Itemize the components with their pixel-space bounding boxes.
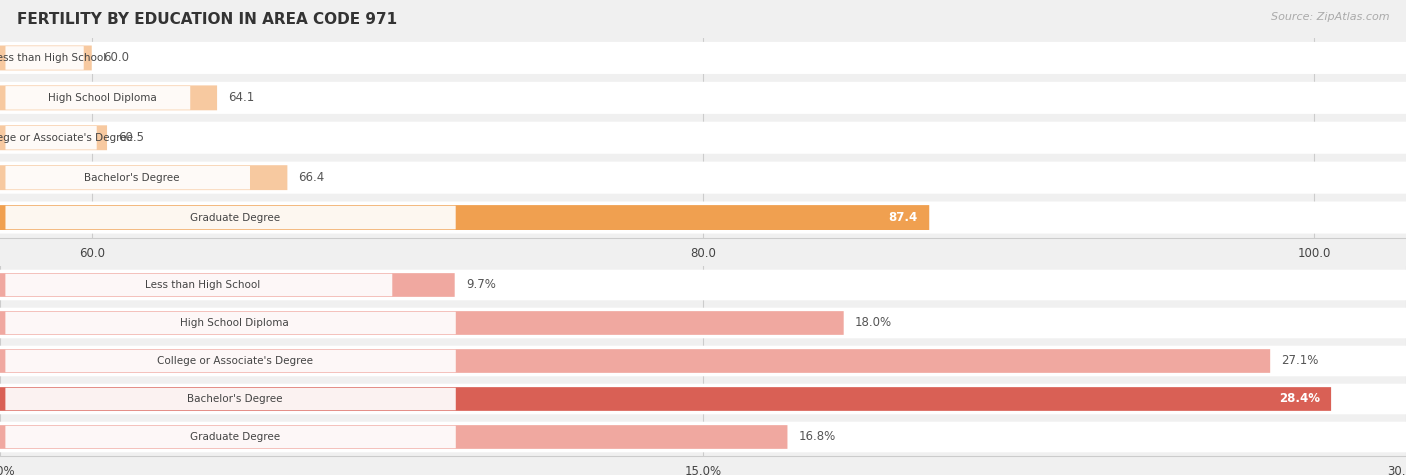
Text: 9.7%: 9.7%	[465, 278, 496, 292]
Text: 60.0: 60.0	[103, 51, 129, 65]
FancyBboxPatch shape	[0, 311, 844, 335]
FancyBboxPatch shape	[0, 201, 1406, 234]
Text: 87.4: 87.4	[889, 211, 918, 224]
FancyBboxPatch shape	[0, 162, 1406, 194]
FancyBboxPatch shape	[0, 273, 454, 297]
FancyBboxPatch shape	[0, 125, 107, 150]
FancyBboxPatch shape	[0, 384, 1406, 414]
Text: College or Associate's Degree: College or Associate's Degree	[0, 133, 134, 143]
FancyBboxPatch shape	[0, 165, 287, 190]
Text: Less than High School: Less than High School	[145, 280, 260, 290]
FancyBboxPatch shape	[0, 425, 787, 449]
FancyBboxPatch shape	[6, 206, 456, 229]
FancyBboxPatch shape	[0, 387, 1331, 411]
Text: College or Associate's Degree: College or Associate's Degree	[157, 356, 312, 366]
FancyBboxPatch shape	[0, 349, 1270, 373]
FancyBboxPatch shape	[0, 86, 217, 110]
FancyBboxPatch shape	[6, 274, 392, 296]
FancyBboxPatch shape	[0, 42, 1406, 74]
Text: 16.8%: 16.8%	[799, 430, 835, 444]
FancyBboxPatch shape	[6, 350, 456, 372]
Text: 66.4: 66.4	[298, 171, 325, 184]
FancyBboxPatch shape	[6, 426, 456, 448]
FancyBboxPatch shape	[0, 46, 91, 70]
Text: Source: ZipAtlas.com: Source: ZipAtlas.com	[1271, 12, 1389, 22]
FancyBboxPatch shape	[0, 346, 1406, 376]
Text: High School Diploma: High School Diploma	[180, 318, 290, 328]
FancyBboxPatch shape	[0, 205, 929, 230]
FancyBboxPatch shape	[0, 270, 1406, 300]
Text: Graduate Degree: Graduate Degree	[190, 212, 280, 223]
Text: Graduate Degree: Graduate Degree	[190, 432, 280, 442]
FancyBboxPatch shape	[6, 46, 84, 70]
FancyBboxPatch shape	[6, 166, 250, 190]
FancyBboxPatch shape	[6, 86, 190, 110]
Text: Less than High School: Less than High School	[0, 53, 107, 63]
FancyBboxPatch shape	[6, 312, 456, 334]
Text: 27.1%: 27.1%	[1281, 354, 1319, 368]
FancyBboxPatch shape	[6, 388, 456, 410]
Text: High School Diploma: High School Diploma	[48, 93, 156, 103]
FancyBboxPatch shape	[6, 126, 97, 150]
Text: FERTILITY BY EDUCATION IN AREA CODE 971: FERTILITY BY EDUCATION IN AREA CODE 971	[17, 12, 396, 27]
FancyBboxPatch shape	[0, 308, 1406, 338]
Text: 60.5: 60.5	[118, 131, 145, 144]
Text: 18.0%: 18.0%	[855, 316, 891, 330]
FancyBboxPatch shape	[0, 82, 1406, 114]
Text: 64.1: 64.1	[228, 91, 254, 104]
Text: Bachelor's Degree: Bachelor's Degree	[187, 394, 283, 404]
FancyBboxPatch shape	[0, 122, 1406, 154]
Text: 28.4%: 28.4%	[1279, 392, 1320, 406]
Text: Bachelor's Degree: Bachelor's Degree	[84, 172, 180, 183]
FancyBboxPatch shape	[0, 422, 1406, 452]
